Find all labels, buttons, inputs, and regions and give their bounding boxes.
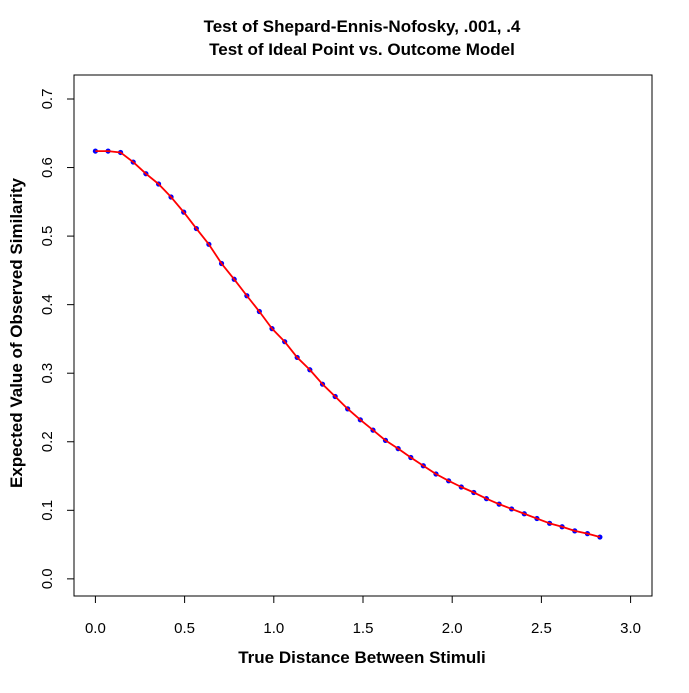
data-point (92, 148, 99, 154)
data-point (597, 534, 603, 540)
y-tick-label: 0.4 (39, 294, 56, 315)
y-tick-label: 0.6 (39, 157, 56, 178)
chart-subtitle: Test of Ideal Point vs. Outcome Model (209, 40, 515, 59)
x-tick-label: 2.0 (442, 620, 463, 637)
x-tick-label: 2.5 (531, 620, 552, 637)
plot-frame (73, 74, 653, 597)
y-tick-label: 0.3 (39, 363, 56, 384)
y-tick-label: 0.0 (39, 568, 56, 589)
series-layer (92, 148, 603, 540)
x-tick-label: 3.0 (620, 620, 641, 637)
series-line (95, 150, 601, 538)
x-tick-label: 0.0 (85, 620, 106, 637)
y-tick-label: 0.2 (39, 431, 56, 452)
y-axis-title: Expected Value of Observed Similarity (7, 178, 26, 488)
y-axis: 0.0 0.1 0.2 0.3 0.4 0.5 0.6 0.7 (39, 89, 74, 589)
x-tick-label: 1.5 (353, 620, 374, 637)
chart-title: Test of Shepard-Ennis-Nofosky, .001, .4 (204, 17, 521, 36)
y-tick-label: 0.7 (39, 89, 56, 110)
x-tick-label: 1.0 (263, 620, 284, 637)
x-axis-title: True Distance Between Stimuli (238, 648, 486, 667)
x-tick-label: 0.5 (174, 620, 195, 637)
y-tick-label: 0.1 (39, 500, 56, 521)
x-axis: 0.0 0.5 1.0 1.5 2.0 2.5 3.0 (85, 596, 641, 637)
point-series (92, 148, 603, 540)
y-tick-label: 0.5 (39, 226, 56, 247)
